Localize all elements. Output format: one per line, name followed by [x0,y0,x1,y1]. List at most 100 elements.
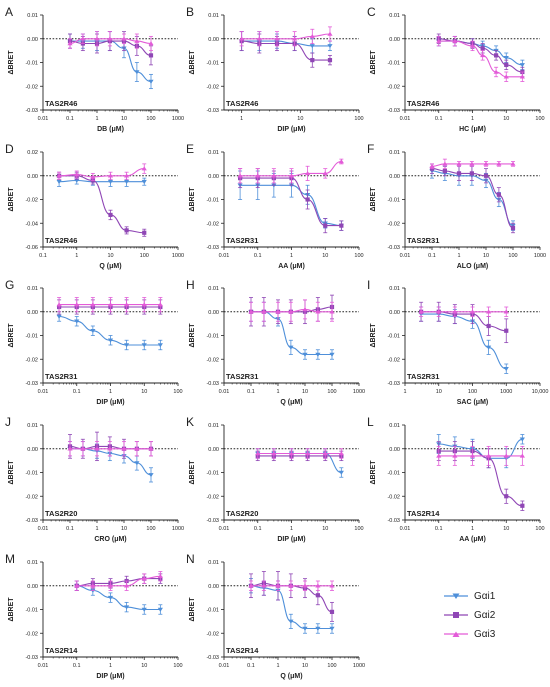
y-axis-label-m: ΔBRET [8,597,15,622]
curve-gai2-m [76,578,161,587]
y-tick-label-c-3: -0.02 [387,84,400,90]
x-tick-label-m-4: 100 [173,663,182,669]
receptor-label-f: TAS2R31 [407,236,439,245]
receptor-label-e: TAS2R31 [226,236,258,245]
point-gai3-e-2 [271,173,277,178]
y-axis-label-k: ΔBRET [189,460,196,485]
x-tick-label-d-1: 1 [75,253,78,259]
series-gai2-f [429,163,516,234]
y-tick-label-d-1: 0.00 [27,174,38,180]
point-gai3-i-4 [486,309,492,314]
point-gai1-d-1 [74,178,80,183]
series-gai1-d [56,176,147,187]
y-tick-label-b-3: -0.02 [206,84,219,90]
x-tick-label-l-4: 100 [535,526,544,532]
series-gai2-a [67,31,154,66]
x-tick-label-n-4: 100 [327,663,336,669]
x-tick-label-g-0: 0.01 [38,389,49,395]
x-tick-label-e-4: 100 [354,253,363,259]
curve-gai1-e [240,184,342,227]
x-tick-label-f-1: 0.1 [428,253,436,259]
x-tick-label-d-0: 0.1 [39,253,47,259]
panel-g: G 0.010.00-0.01-0.02-0.030.01 0.1 1 10 100DIP… [5,278,183,406]
y-tick-label-g-1: 0.00 [27,310,38,316]
point-gai1-m-5 [157,607,163,612]
x-tick-label-g-2: 1 [109,389,112,395]
point-gai3-h-1 [261,309,267,314]
point-gai2-f-3 [469,171,474,176]
series-gai3-m [74,571,163,591]
y-tick-label-i-1: 0.00 [389,310,400,316]
panel-a: A 0.010.00-0.01-0.02-0.030.01 0.1 1 10 100 100… [5,5,184,133]
x-tick-label-b-0: 1 [240,116,243,122]
point-gai3-g-6 [157,302,163,307]
x-tick-label-f-5: 1000 [534,253,546,259]
series-gai3-h [248,299,335,322]
y-tick-label-e-4: -0.03 [206,245,219,251]
y-tick-label-n-0: 0.01 [208,560,219,566]
y-axis-label-d: ΔBRET [8,187,15,212]
point-gai1-g-5 [141,343,147,348]
point-gai1-n-5 [315,626,321,631]
panel-letter-d: D [5,142,14,156]
y-tick-label-k-3: -0.02 [206,494,219,500]
point-gai3-f-2 [456,161,462,166]
point-gai3-n-4 [302,583,308,588]
x-tick-label-l-3: 10 [503,526,509,532]
series-gai3-c [436,35,525,82]
panel-m: M 0.010.00-0.01-0.02-0.030.01 0.1 1 10 100DIP… [5,552,183,680]
x-tick-label-e-0: 0.01 [219,253,230,259]
y-tick-label-h-0: 0.01 [208,286,219,292]
point-gai3-b-3 [292,36,298,41]
y-tick-label-f-1: 0.00 [389,174,400,180]
point-gai1-m-3 [124,605,130,610]
y-tick-label-i-2: -0.01 [387,334,400,340]
point-gai1-b-5 [327,44,333,49]
x-tick-label-j-0: 0.01 [38,526,49,532]
point-gai1-h-4 [302,352,308,357]
point-gai1-j-6 [148,473,154,478]
series-gai2-l [436,441,525,511]
y-tick-label-n-3: -0.02 [206,631,219,637]
y-tick-label-h-1: 0.00 [208,310,219,316]
y-tick-label-k-1: 0.00 [208,447,219,453]
x-tick-label-a-0: 0.01 [38,116,49,122]
x-tick-label-j-4: 100 [146,526,155,532]
series-gai3-a [67,31,154,52]
y-tick-label-i-4: -0.03 [387,381,400,387]
point-gai2-n-5 [315,593,320,598]
point-gai3-d-0 [56,173,62,178]
y-tick-label-b-2: -0.01 [206,61,219,67]
x-axis-label-d: Q (μM) [99,263,121,270]
point-gai3-f-6 [510,161,516,166]
point-gai1-n-6 [329,626,335,631]
y-tick-label-h-3: -0.02 [206,357,219,363]
receptor-label-i: TAS2R31 [407,372,439,381]
y-tick-label-j-0: 0.01 [27,423,38,429]
y-tick-label-g-3: -0.02 [25,357,38,363]
series-gai3-b [239,26,333,47]
x-tick-label-i-3: 1000 [500,389,512,395]
point-gai3-j-1 [80,446,86,451]
y-tick-label-l-3: -0.02 [387,494,400,500]
point-gai3-k-4 [322,451,328,456]
x-tick-label-n-1: 0.1 [247,663,255,669]
x-tick-label-a-3: 10 [121,116,127,122]
point-gai1-b-4 [309,44,315,49]
y-tick-label-h-4: -0.03 [206,381,219,387]
series-gai3-g [56,297,163,313]
y-axis-label-c: ΔBRET [370,50,377,75]
point-gai3-g-4 [124,302,130,307]
point-gai3-d-2 [90,174,96,179]
point-gai1-d-3 [107,179,114,185]
x-tick-label-j-1: 0.1 [66,526,74,532]
panel-b: B 0.01 0.00 -0.01 -0.02 -0.03 1 10 100 DIP (μM) ΔB… [186,5,364,133]
y-tick-label-a-4: -0.03 [25,108,38,114]
panel-letter-i: I [367,278,370,292]
x-tick-label-f-2: 1 [457,253,460,259]
point-gai1-d-4 [124,179,130,185]
x-tick-label-h-3: 10 [302,389,308,395]
panel-letter-n: N [186,552,195,566]
y-tick-label-e-0: 0.01 [208,150,219,156]
point-gai2-e-6 [339,223,344,228]
